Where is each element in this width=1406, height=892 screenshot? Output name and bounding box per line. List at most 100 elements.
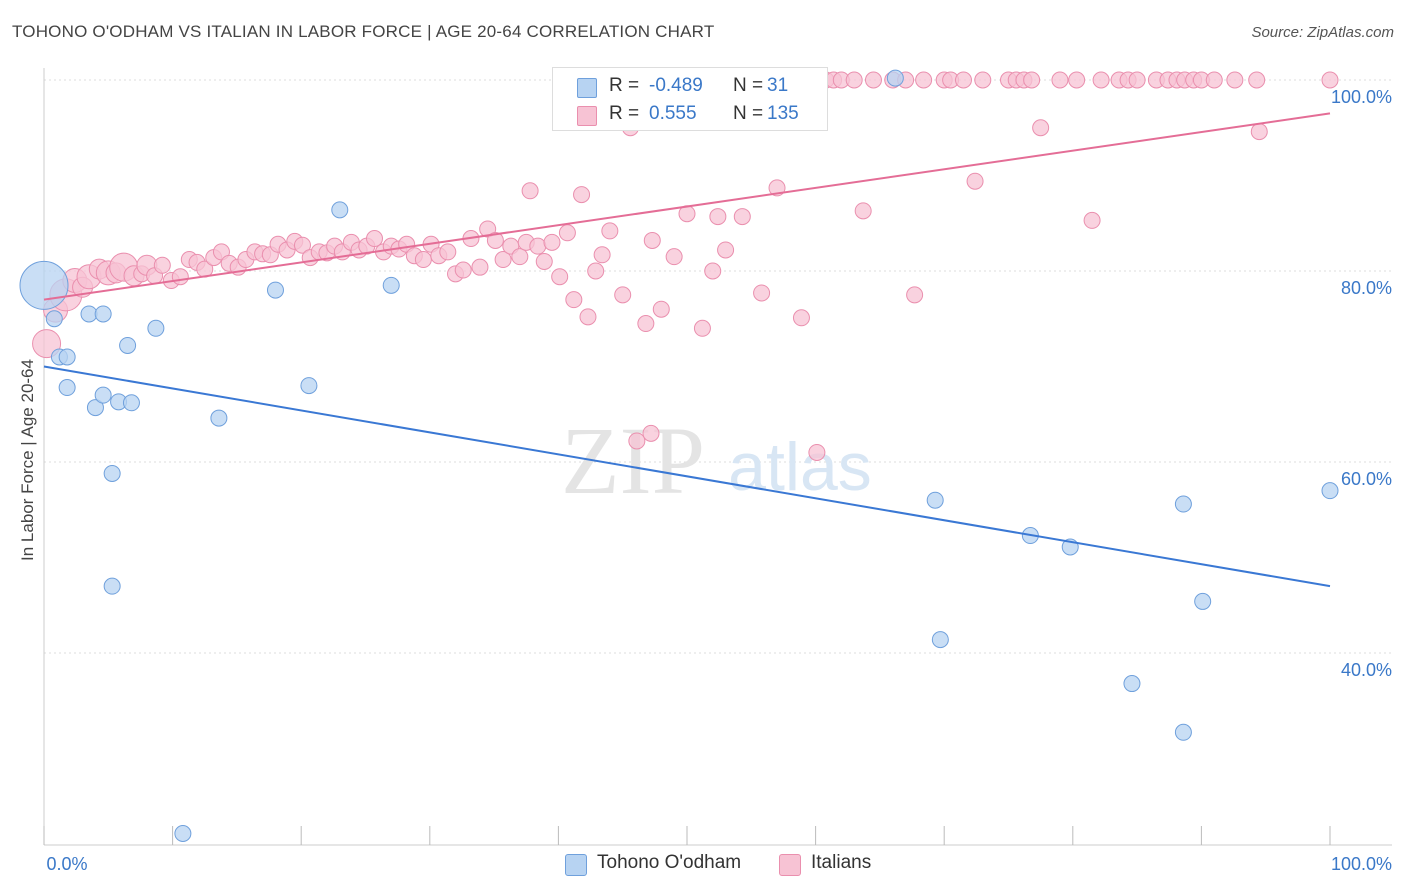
italians-point bbox=[1248, 71, 1266, 89]
watermark-zip: ZIP bbox=[561, 407, 705, 514]
italians-point bbox=[637, 315, 655, 333]
italians-point bbox=[652, 300, 670, 318]
italians-point bbox=[1205, 71, 1223, 89]
tohono-point bbox=[94, 305, 112, 323]
tohono-point bbox=[147, 319, 165, 337]
legend-row-italians: R = 0.555 N = 135 bbox=[553, 100, 827, 130]
tohono-point bbox=[331, 201, 349, 219]
italians-point bbox=[454, 261, 472, 279]
legend-r-label: R = bbox=[609, 75, 640, 96]
y-tick-label: 40.0% bbox=[1341, 660, 1392, 680]
gridlines bbox=[44, 79, 1392, 654]
italians-point bbox=[704, 262, 722, 280]
italians-point bbox=[1092, 71, 1110, 89]
italians-point bbox=[864, 71, 882, 89]
italians-point bbox=[293, 236, 311, 254]
italians-point bbox=[573, 186, 591, 204]
tohono-point bbox=[45, 310, 63, 328]
source-label: Source: ZipAtlas.com bbox=[1251, 24, 1394, 41]
tohono-point bbox=[80, 305, 98, 323]
italians-point bbox=[753, 284, 771, 302]
italians-point bbox=[366, 230, 384, 248]
italians-point bbox=[439, 243, 457, 261]
tohono-point bbox=[94, 386, 112, 404]
italians-point bbox=[601, 222, 619, 240]
tohono-point bbox=[886, 69, 904, 87]
italians-point bbox=[845, 71, 863, 89]
italians-point bbox=[414, 251, 432, 269]
italians-point bbox=[709, 208, 727, 226]
italians-point bbox=[665, 248, 683, 266]
italians-point bbox=[1068, 71, 1086, 89]
italians-point bbox=[733, 208, 751, 226]
italians-point bbox=[693, 319, 711, 337]
italians-point bbox=[565, 291, 583, 309]
tohono-point bbox=[86, 399, 104, 417]
italians-point bbox=[551, 268, 569, 286]
y-tick-label: 60.0% bbox=[1341, 469, 1392, 489]
italians-point bbox=[717, 241, 735, 259]
trend-lines bbox=[43, 112, 1331, 588]
axes bbox=[43, 68, 1392, 846]
correlation-legend: R = -0.489 N = 31 R = 0.555 N = 135 bbox=[552, 67, 828, 131]
italians-point bbox=[1321, 71, 1339, 89]
italians-point bbox=[808, 443, 826, 461]
chart-title: TOHONO O'ODHAM VS ITALIAN IN LABOR FORCE… bbox=[12, 22, 715, 41]
italians-point bbox=[792, 309, 810, 327]
italians-point bbox=[529, 237, 547, 255]
tohono-point bbox=[58, 379, 76, 397]
italians-point bbox=[153, 256, 171, 274]
italians-point bbox=[1226, 71, 1244, 89]
watermark: ZIP atlas bbox=[561, 407, 872, 514]
tohono-point bbox=[58, 348, 76, 366]
legend-label-tohono: Tohono O'odham bbox=[597, 852, 742, 873]
tohono-point bbox=[1123, 675, 1141, 693]
italians-point bbox=[511, 248, 529, 266]
italians-point bbox=[614, 286, 632, 304]
italians-point bbox=[521, 182, 539, 200]
italians-trend-line bbox=[43, 112, 1331, 301]
italians-point bbox=[1128, 71, 1146, 89]
tohono-point bbox=[300, 377, 318, 395]
legend-r-value: 0.555 bbox=[649, 103, 697, 124]
italians-point bbox=[486, 231, 504, 249]
legend-swatch-blue bbox=[565, 854, 587, 876]
tohono-point bbox=[174, 824, 192, 842]
y-tick-label: 100.0% bbox=[1331, 87, 1392, 107]
tohono-point bbox=[1174, 723, 1192, 741]
italians-point bbox=[966, 172, 984, 190]
tohono-point bbox=[1174, 495, 1192, 513]
italians-point bbox=[471, 258, 489, 276]
italians-point bbox=[628, 432, 646, 450]
tohono-point bbox=[210, 409, 228, 427]
tohono-point bbox=[1321, 482, 1339, 500]
tohono-point bbox=[119, 336, 137, 354]
italians-point bbox=[558, 224, 576, 242]
y-tick-label: 80.0% bbox=[1341, 278, 1392, 298]
italians-point bbox=[1032, 119, 1050, 137]
x-tick-label-max: 100.0% bbox=[1331, 854, 1392, 874]
tick-labels: 40.0% 60.0% 80.0% 100.0% 0.0% 100.0% bbox=[46, 87, 1392, 874]
legend-label-italians: Italians bbox=[811, 852, 872, 873]
italians-point bbox=[32, 329, 62, 359]
legend-n-value: 135 bbox=[767, 103, 799, 124]
tohono-point bbox=[931, 631, 949, 649]
italians-point bbox=[494, 251, 512, 269]
italians-point bbox=[171, 268, 189, 286]
italians-point bbox=[642, 424, 660, 442]
italians-point bbox=[535, 252, 553, 270]
italians-point bbox=[974, 71, 992, 89]
tohono-point bbox=[382, 276, 400, 294]
tohono-point bbox=[926, 491, 944, 509]
italians-point bbox=[1023, 71, 1041, 89]
italians-point bbox=[1083, 211, 1101, 229]
legend-n-value: 31 bbox=[767, 75, 789, 96]
legend-swatch-pink bbox=[779, 854, 801, 876]
tohono-point bbox=[266, 281, 284, 299]
legend-r-value: -0.489 bbox=[649, 75, 703, 96]
tohono-point bbox=[122, 394, 140, 412]
tohono-point bbox=[103, 464, 121, 482]
italians-point bbox=[587, 262, 605, 280]
italians-point bbox=[1250, 123, 1268, 141]
